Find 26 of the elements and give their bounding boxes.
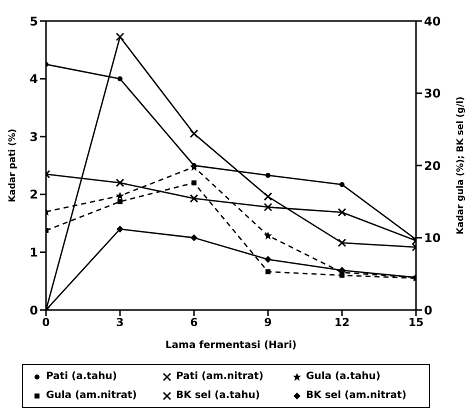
- y-tick-label: 0: [30, 303, 38, 318]
- x-axis-title: Lama fermentasi (Hari): [165, 340, 297, 351]
- legend-label: BK sel (a.tahu): [175, 390, 261, 401]
- y2-axis-title: Kadar gula (%); BK sel (g/l): [456, 96, 466, 234]
- x-tick-label: 6: [190, 316, 198, 329]
- y2-tick-label: 30: [424, 86, 441, 101]
- x-tick-label: 9: [264, 316, 272, 329]
- y2-tick-label: 20: [424, 158, 441, 173]
- y-tick-label: 1: [30, 245, 38, 260]
- x-tick-label: 0: [42, 316, 50, 329]
- y2-tick-label: 40: [424, 14, 441, 28]
- y-tick-label: 4: [30, 72, 38, 86]
- legend-label: BK sel (am.nitrat): [305, 390, 408, 401]
- y-axis-title: Kadar pati (%): [8, 128, 18, 202]
- y-tick-label: 3: [30, 130, 38, 144]
- y2-tick-label: 0: [424, 303, 432, 318]
- x-tick-label: 12: [334, 316, 350, 329]
- legend-label: Gula (a.tahu): [305, 371, 382, 382]
- x-tick-label: 3: [116, 316, 124, 329]
- legend-label: Pati (a.tahu): [45, 371, 118, 382]
- x-tick-label: 15: [408, 316, 424, 329]
- legend-label: Pati (am.nitrat): [175, 371, 264, 382]
- y2-tick-label: 10: [424, 231, 441, 246]
- y-tick-label: 2: [30, 188, 38, 202]
- legend-label: Gula (am.nitrat): [45, 390, 138, 401]
- y-tick-label: 5: [30, 14, 38, 28]
